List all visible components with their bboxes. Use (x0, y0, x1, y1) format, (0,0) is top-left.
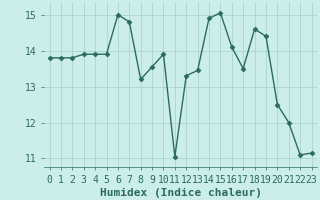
X-axis label: Humidex (Indice chaleur): Humidex (Indice chaleur) (100, 188, 261, 198)
